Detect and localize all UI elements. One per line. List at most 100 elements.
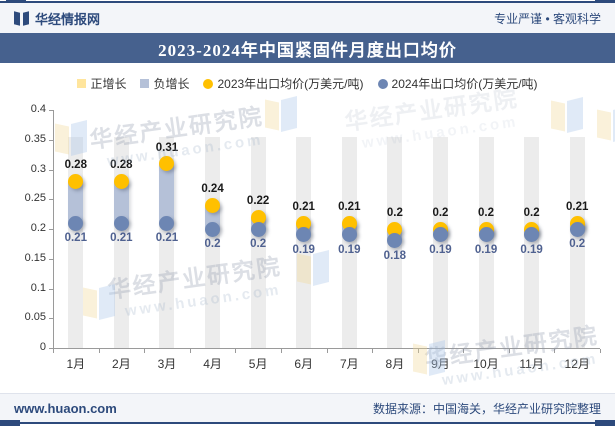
x-axis-tick [600, 349, 601, 353]
month-band [250, 136, 266, 348]
value-label-2023: 0.2 [432, 207, 449, 219]
legend-swatch-circle [203, 78, 214, 89]
x-axis-label: 7月 [339, 357, 359, 371]
header-slogan: 专业严谨 • 客观科学 [494, 11, 601, 26]
value-label-2024: 0.2 [204, 238, 221, 250]
value-label-2023: 0.2 [386, 207, 403, 219]
value-label-2023: 0.24 [201, 183, 224, 196]
dot-2024 [159, 215, 175, 231]
x-axis-tick [280, 349, 282, 353]
y-axis-tick [49, 348, 53, 349]
y-axis-tick-label: 0.15 [24, 251, 46, 264]
brand-logo-icon [14, 10, 29, 26]
y-axis-tick-label: 0.2 [30, 222, 46, 234]
y-axis-tick [49, 288, 53, 290]
watermark-logo-icon [82, 283, 116, 323]
y-axis-tick [49, 139, 53, 141]
top-border [0, 1, 615, 3]
growth-segment-negative [159, 163, 175, 224]
x-axis-tick [372, 349, 374, 353]
x-axis-line [53, 348, 600, 349]
legend-label: 2023年出口均价(万美元/吨) [217, 77, 364, 91]
legend-label: 正增长 [90, 77, 127, 91]
x-axis-tick [417, 349, 419, 353]
watermark-logo-icon [596, 105, 615, 145]
y-axis-tick-label: 0.4 [30, 103, 46, 115]
title-bar: 2023-2024年中国紧固件月度出口均价 [0, 33, 615, 63]
value-label-2023: 0.28 [110, 159, 133, 172]
x-axis-tick [326, 349, 328, 353]
value-label-2024: 0.21 [64, 232, 87, 245]
value-label-2024: 0.19 [520, 243, 543, 256]
dot-2024 [478, 227, 494, 243]
dot-2024 [205, 221, 221, 237]
dot-2023 [113, 173, 129, 189]
month-band [432, 136, 448, 348]
x-axis-label: 3月 [157, 357, 177, 371]
footer-bar: www.huaon.com 数据来源：中国海关，华经产业研究院整理 [0, 393, 615, 423]
month-band [341, 136, 357, 348]
bottom-border-cap-right [595, 420, 615, 426]
y-axis-tick-label: 0.3 [30, 162, 46, 175]
value-label-2024: 0.21 [110, 232, 133, 245]
value-label-2023: 0.28 [64, 159, 87, 172]
x-axis-label: 6月 [294, 357, 314, 371]
value-label-2023: 0.2 [478, 207, 495, 219]
x-axis-label: 10月 [473, 357, 499, 371]
legend-swatch-circle [377, 78, 388, 89]
month-band [296, 136, 312, 348]
dot-2023 [296, 215, 312, 231]
value-label-2023: 0.2 [523, 207, 540, 219]
dot-2024 [387, 233, 403, 249]
legend-item-1: 负增长 [140, 75, 189, 92]
value-label-2023: 0.21 [566, 201, 589, 214]
y-axis-tick [49, 229, 53, 230]
legend-label: 2024年出口均价(万美元/吨) [391, 77, 538, 91]
x-axis-label: 4月 [203, 357, 222, 371]
footer-site-link[interactable]: www.huaon.com [14, 401, 117, 416]
growth-segment-negative [113, 181, 129, 224]
y-axis-tick [49, 110, 53, 111]
value-label-2023: 0.21 [292, 201, 315, 214]
y-axis-tick [49, 318, 53, 320]
dot-2024 [296, 227, 312, 243]
chart-area: 正增长 负增长 2023年出口均价(万美元/吨) 2024年出口均价(万美元/吨) 0… [0, 63, 615, 393]
x-axis-tick [463, 349, 465, 353]
legend-item-0: 正增长 [77, 75, 126, 92]
x-axis-tick [508, 349, 510, 353]
value-label-2024: 0.21 [155, 232, 179, 245]
y-axis-tick-label: 0.05 [24, 311, 46, 324]
y-axis-tick [49, 199, 53, 201]
y-axis-line [53, 110, 54, 348]
x-axis-label: 12月 [564, 357, 590, 371]
y-axis-tick-label: 0.25 [24, 192, 46, 205]
y-axis-tick-label: 0.35 [24, 132, 46, 145]
legend-swatch-square [140, 79, 150, 88]
value-label-2024: 0.2 [569, 238, 586, 250]
month-band [478, 136, 494, 348]
brand: 华经情报网 [14, 9, 100, 28]
dot-2024 [68, 215, 84, 231]
header-bar: 华经情报网 专业严谨 • 客观科学 [0, 3, 615, 33]
x-axis-tick [144, 349, 146, 353]
dot-2024 [569, 221, 585, 237]
value-label-2023: 0.22 [246, 195, 270, 208]
value-label-2024: 0.18 [383, 249, 407, 262]
dot-2023 [250, 209, 266, 225]
value-label-2024: 0.2 [250, 238, 267, 250]
page-title: 2023-2024年中国紧固件月度出口均价 [158, 40, 457, 60]
brand-name: 华经情报网 [35, 11, 101, 27]
x-axis-label: 9月 [431, 357, 450, 371]
x-axis-tick [235, 349, 237, 353]
dot-2023 [205, 197, 221, 213]
x-axis-tick [554, 349, 556, 353]
x-axis-label: 11月 [519, 357, 544, 371]
watermark-logo-icon [550, 96, 584, 136]
x-axis-label: 2月 [112, 357, 131, 371]
x-axis-label: 1月 [66, 357, 86, 371]
x-axis-label: 8月 [385, 357, 405, 371]
legend-item-2: 2023年出口均价(万美元/吨) [203, 75, 364, 92]
y-axis-tick-label: 0 [39, 341, 46, 353]
value-label-2024: 0.19 [338, 243, 361, 256]
